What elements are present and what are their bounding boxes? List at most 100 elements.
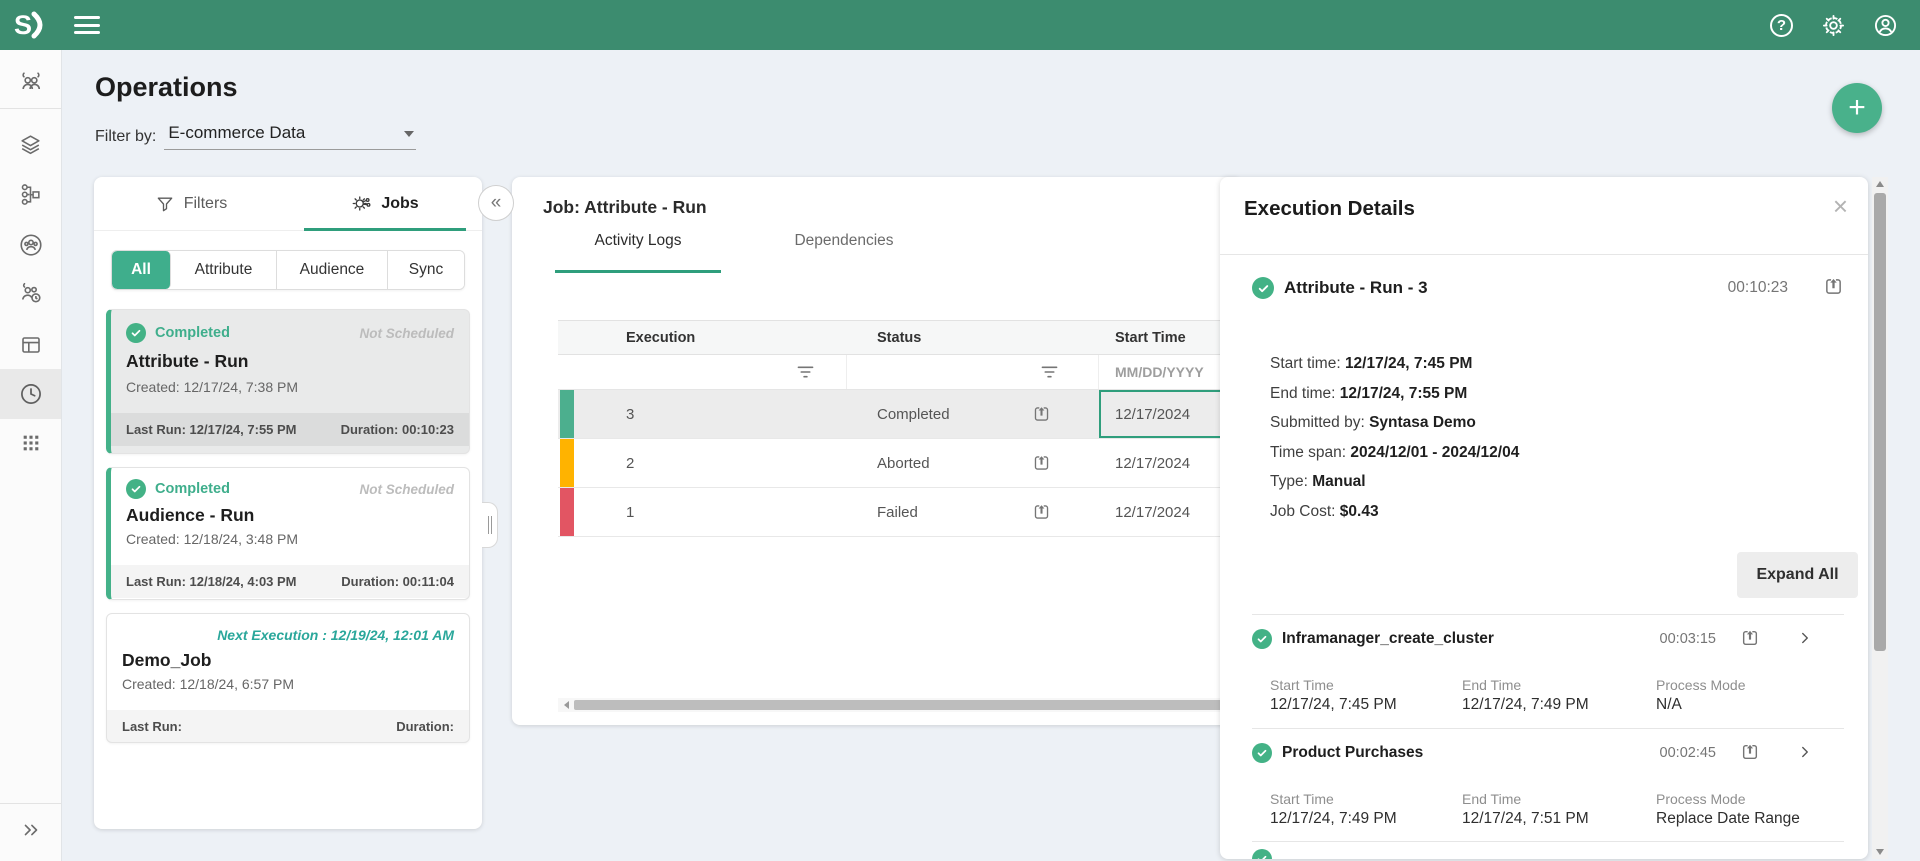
start-time-cell[interactable]: 12/17/2024 bbox=[1099, 488, 1238, 536]
left-rail bbox=[0, 50, 62, 861]
step-start-time: Start Time 12/17/24, 7:49 PM bbox=[1270, 791, 1397, 828]
scroll-down-arrow[interactable] bbox=[1876, 849, 1884, 855]
status-color-bar bbox=[560, 439, 574, 487]
execution-row-3[interactable]: 3 Completed 12/17/2024 bbox=[558, 390, 1238, 439]
open-log-icon[interactable] bbox=[1740, 742, 1760, 762]
chevron-right-icon[interactable] bbox=[1796, 743, 1814, 761]
step-end-time: End Time 12/17/24, 7:49 PM bbox=[1462, 677, 1589, 714]
vertical-scrollbar[interactable] bbox=[1872, 177, 1888, 859]
sidebar-item-operations[interactable] bbox=[0, 369, 61, 419]
collapse-panel-button[interactable]: « bbox=[478, 185, 514, 221]
sidebar-item-tables[interactable] bbox=[0, 320, 61, 370]
tab-activity-logs[interactable]: Activity Logs bbox=[555, 232, 721, 273]
step-inframanager-create-cluster[interactable]: Inframanager_create_cluster 00:03:15 bbox=[1252, 625, 1844, 653]
horizontal-scrollbar[interactable] bbox=[558, 698, 1238, 712]
scrollbar-thumb[interactable] bbox=[1874, 193, 1886, 651]
double-chevron-right-icon bbox=[19, 819, 43, 841]
expand-all-button[interactable]: Expand All bbox=[1737, 552, 1858, 598]
sidebar-item-apps[interactable] bbox=[0, 418, 61, 468]
account-icon[interactable] bbox=[1873, 13, 1898, 38]
field-type: Type: Manual bbox=[1270, 467, 1519, 497]
sidebar-expand-button[interactable] bbox=[0, 805, 61, 855]
step-product-purchases[interactable]: Product Purchases 00:02:45 bbox=[1252, 739, 1844, 767]
tab-jobs[interactable]: Jobs bbox=[288, 177, 482, 230]
open-log-icon[interactable] bbox=[1740, 628, 1760, 648]
field-job-cost: Job Cost: $0.43 bbox=[1270, 497, 1519, 527]
job-card-list: Completed Not Scheduled Attribute - Run … bbox=[94, 290, 482, 743]
execution-filter[interactable] bbox=[592, 355, 847, 389]
type-filter-attribute[interactable]: Attribute bbox=[171, 251, 277, 289]
scrollbar-thumb[interactable] bbox=[574, 700, 1232, 710]
add-job-button[interactable]: + bbox=[1832, 83, 1882, 133]
job-card-attribute-run[interactable]: Completed Not Scheduled Attribute - Run … bbox=[106, 309, 470, 454]
clock-icon bbox=[18, 381, 44, 407]
tab-dependencies[interactable]: Dependencies bbox=[769, 232, 919, 273]
job-card-footer: Last Run: 12/18/24, 4:03 PM Duration: 00… bbox=[111, 565, 469, 598]
status-filter[interactable] bbox=[847, 355, 1099, 389]
chevron-right-icon[interactable] bbox=[1796, 629, 1814, 647]
job-status: Completed bbox=[155, 325, 230, 341]
scroll-up-arrow[interactable] bbox=[1876, 181, 1884, 187]
type-filter-audience[interactable]: Audience bbox=[277, 251, 388, 289]
open-log-icon[interactable] bbox=[1032, 405, 1051, 424]
job-last-run: Last Run: 12/17/24, 7:55 PM bbox=[126, 422, 297, 437]
type-filter-all[interactable]: All bbox=[112, 251, 171, 289]
execution-duration: 00:10:23 bbox=[1728, 279, 1788, 297]
activity-log-table: Execution Status Start Time MM/DD/YYYY bbox=[558, 320, 1238, 537]
job-card-title: Demo_Job bbox=[122, 650, 454, 671]
completed-check-icon bbox=[126, 479, 146, 499]
col-header-status[interactable]: Status bbox=[847, 330, 1099, 346]
step-name: Product Purchases bbox=[1282, 744, 1423, 762]
field-end-time: End time: 12/17/24, 7:55 PM bbox=[1270, 379, 1519, 409]
table-header-row: Execution Status Start Time bbox=[558, 320, 1238, 355]
open-log-icon[interactable] bbox=[1032, 454, 1051, 473]
audience-icon bbox=[18, 281, 44, 307]
settings-icon[interactable] bbox=[1821, 13, 1846, 38]
open-log-icon[interactable] bbox=[1823, 276, 1844, 297]
job-type-filter: All Attribute Audience Sync bbox=[111, 250, 465, 290]
rail-divider bbox=[0, 108, 61, 109]
col-header-execution[interactable]: Execution bbox=[592, 330, 847, 346]
apps-grid-icon bbox=[20, 432, 42, 454]
execution-row-1[interactable]: 1 Failed 12/17/2024 bbox=[558, 488, 1238, 537]
job-duration: Duration: 00:10:23 bbox=[341, 422, 454, 437]
start-time-cell[interactable]: 12/17/2024 bbox=[1099, 390, 1238, 438]
job-card-audience-run[interactable]: Completed Not Scheduled Audience - Run C… bbox=[106, 467, 470, 600]
job-status: Completed bbox=[155, 481, 230, 497]
help-icon[interactable]: ? bbox=[1769, 13, 1794, 38]
job-card-demo-job[interactable]: Next Execution : 12/19/24, 12:01 AM Demo… bbox=[106, 613, 470, 743]
sidebar-item-organization[interactable] bbox=[0, 58, 61, 108]
sidebar-item-audience[interactable] bbox=[0, 269, 61, 319]
schedule-note: Not Scheduled bbox=[359, 482, 454, 497]
col-header-start-time[interactable]: Start Time bbox=[1099, 330, 1238, 346]
open-log-icon[interactable] bbox=[1032, 503, 1051, 522]
logo-swoosh-icon bbox=[31, 11, 51, 39]
execution-status: Aborted bbox=[877, 455, 930, 472]
job-last-run: Last Run: bbox=[122, 719, 182, 734]
step-process-mode: Process Mode Replace Date Range bbox=[1656, 791, 1800, 828]
job-card-created: Created: 12/18/24, 3:48 PM bbox=[126, 531, 454, 555]
completed-check-icon bbox=[1252, 629, 1272, 649]
date-filter-input[interactable]: MM/DD/YYYY bbox=[1099, 355, 1238, 389]
app-filter-select[interactable]: E-commerce Data bbox=[164, 123, 416, 150]
close-icon[interactable]: × bbox=[1833, 193, 1848, 219]
tab-filters[interactable]: Filters bbox=[94, 177, 288, 230]
field-time-span: Time span: 2024/12/01 - 2024/12/04 bbox=[1270, 438, 1519, 468]
completed-check-icon bbox=[1252, 849, 1272, 859]
jobs-panel-tabs: Filters Jobs bbox=[94, 177, 482, 231]
panel-resize-handle[interactable] bbox=[482, 502, 498, 548]
menu-icon[interactable] bbox=[74, 16, 100, 34]
syntasa-logo[interactable]: S bbox=[14, 10, 60, 41]
execution-run-header: Attribute - Run - 3 00:10:23 bbox=[1252, 273, 1844, 303]
table-filter-row: MM/DD/YYYY bbox=[558, 355, 1238, 390]
table-icon bbox=[19, 333, 43, 357]
sidebar-item-layers[interactable] bbox=[0, 119, 61, 169]
job-detail-panel: Job: Attribute - Run Activity Logs Depen… bbox=[512, 177, 1238, 725]
sidebar-item-groups[interactable] bbox=[0, 220, 61, 270]
start-time-cell[interactable]: 12/17/2024 bbox=[1099, 439, 1238, 487]
type-filter-sync[interactable]: Sync bbox=[388, 251, 464, 289]
execution-row-2[interactable]: 2 Aborted 12/17/2024 bbox=[558, 439, 1238, 488]
sidebar-item-pipeline[interactable] bbox=[0, 168, 61, 218]
job-last-run: Last Run: 12/18/24, 4:03 PM bbox=[126, 574, 297, 589]
scroll-left-arrow[interactable] bbox=[558, 698, 574, 712]
